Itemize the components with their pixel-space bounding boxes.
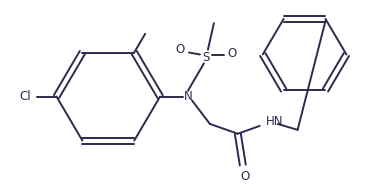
Text: HN: HN [266,115,283,129]
Text: N: N [184,90,192,103]
Text: O: O [227,47,236,60]
Text: S: S [202,51,210,64]
Text: O: O [175,43,185,56]
Text: Cl: Cl [19,90,31,103]
Text: O: O [240,170,250,183]
